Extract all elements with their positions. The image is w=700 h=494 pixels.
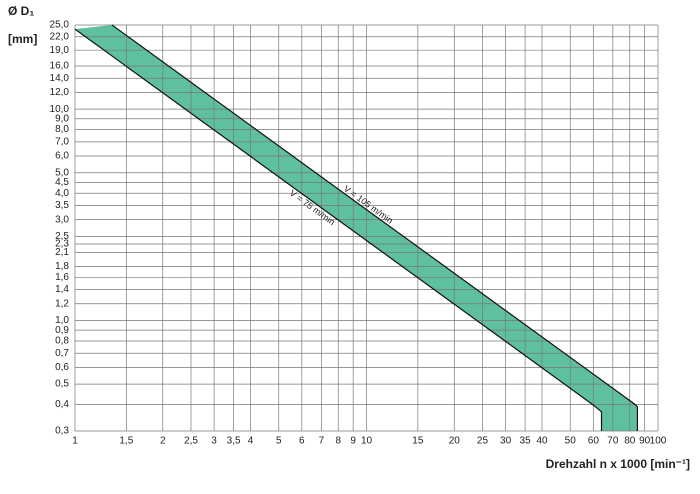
y-tick-label: 3,5 — [55, 200, 69, 211]
y-tick-label: 0,9 — [55, 325, 69, 336]
y-tick-label: 7,0 — [55, 136, 69, 147]
y-tick-label: 10,0 — [50, 104, 70, 115]
y-tick-label: 9,0 — [55, 113, 69, 124]
x-tick-label: 15 — [412, 436, 424, 447]
y-tick-label: 5,0 — [55, 167, 69, 178]
y-tick-label: 4,0 — [55, 188, 69, 199]
y-tick-label: 14,0 — [50, 73, 70, 84]
x-tick-label: 90 — [639, 436, 651, 447]
x-tick-label: 4 — [248, 436, 254, 447]
x-tick-label: 40 — [536, 436, 548, 447]
y-tick-label: 0,8 — [55, 336, 69, 347]
y-axis-title: Ø D₁ — [8, 4, 34, 18]
x-tick-label: 25 — [477, 436, 489, 447]
x-tick-label: 20 — [449, 436, 461, 447]
y-tick-label: 12,0 — [50, 87, 70, 98]
x-tick-label: 1,5 — [119, 436, 133, 447]
x-tick-label: 7 — [319, 436, 325, 447]
x-tick-label: 2 — [160, 436, 166, 447]
y-tick-label: 1,6 — [55, 272, 69, 283]
x-tick-label: 35 — [520, 436, 532, 447]
band-fill — [75, 25, 638, 431]
y-axis-unit: [mm] — [8, 32, 37, 46]
x-tick-label: 3 — [211, 436, 217, 447]
x-tick-label: 8 — [335, 436, 341, 447]
band-edge — [74, 28, 603, 431]
y-tick-label: 3,0 — [55, 214, 69, 225]
y-tick-label: 2,1 — [55, 247, 69, 258]
y-tick-label: 1,8 — [55, 261, 69, 272]
y-tick-label: 16,0 — [50, 61, 70, 72]
y-tick-label: 1,2 — [55, 298, 69, 309]
x-tick-label: 60 — [588, 436, 600, 447]
x-tick-label: 50 — [565, 436, 577, 447]
x-tick-label: 3,5 — [227, 436, 241, 447]
y-tick-label: 19,0 — [50, 45, 70, 56]
y-tick-label: 0,4 — [55, 399, 69, 410]
y-tick-label: 2,5 — [55, 231, 69, 242]
x-tick-label: 2,5 — [184, 436, 198, 447]
x-tick-label: 1 — [72, 436, 78, 447]
x-tick-label: 80 — [624, 436, 636, 447]
band-edge — [111, 24, 639, 431]
y-tick-label: 8,0 — [55, 124, 69, 135]
x-tick-label: 30 — [500, 436, 512, 447]
x-tick-label: 10 — [361, 436, 373, 447]
y-tick-label: 0,3 — [55, 426, 69, 437]
x-tick-label: 6 — [299, 436, 305, 447]
y-tick-label: 1,0 — [55, 315, 69, 326]
x-tick-label: 100 — [650, 436, 667, 447]
y-tick-label: 0,5 — [55, 379, 69, 390]
x-tick-label: 9 — [350, 436, 356, 447]
y-tick-label: 1,4 — [55, 284, 69, 295]
y-tick-label: 25,0 — [50, 20, 70, 31]
y-tick-label: 0,6 — [55, 362, 69, 373]
x-axis-title: Drehzahl n x 1000 [min⁻¹] — [546, 457, 690, 471]
y-tick-label: 0,7 — [55, 348, 69, 359]
y-tick-label: 6,0 — [55, 151, 69, 162]
x-tick-label: 70 — [607, 436, 619, 447]
y-tick-label: 22,0 — [50, 31, 70, 42]
y-tick-label: 2,3 — [55, 239, 69, 250]
x-tick-label: 5 — [276, 436, 282, 447]
y-tick-label: 4,5 — [55, 177, 69, 188]
